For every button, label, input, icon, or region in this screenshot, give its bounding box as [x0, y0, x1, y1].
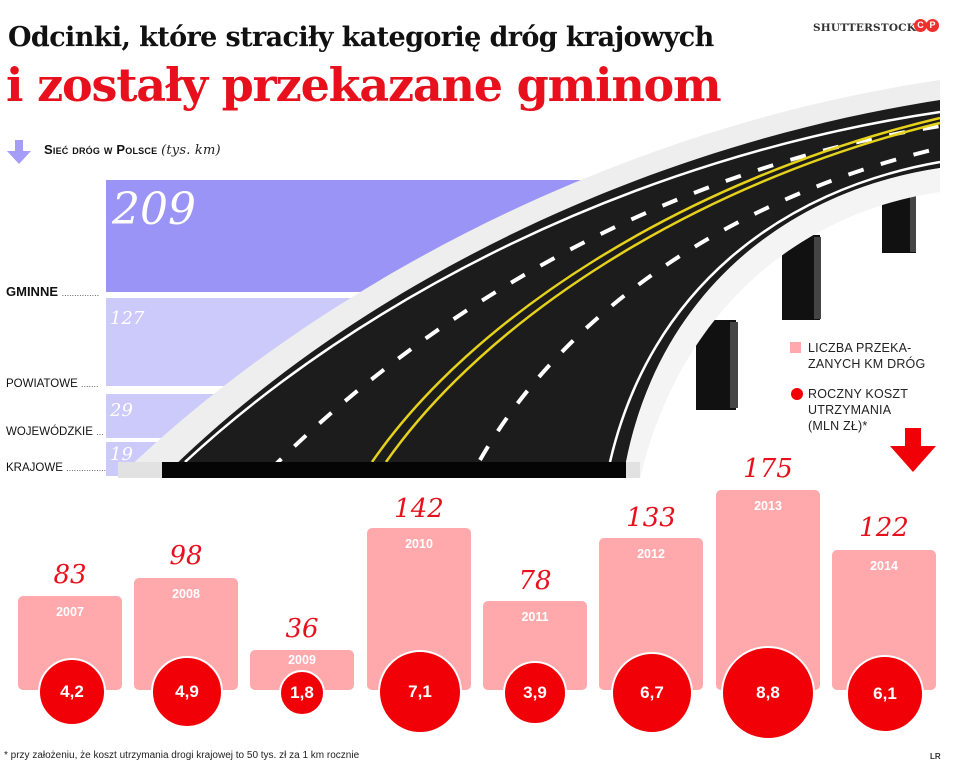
- arrow-down-red-icon: [890, 428, 936, 472]
- network-unit: (tys. km): [161, 143, 221, 158]
- year-2007: 2007: [56, 605, 84, 619]
- network-subtitle-text: Sieć dróg w Polsce: [44, 142, 158, 157]
- km-value-2008: 98: [169, 541, 203, 571]
- legend-cost-line1: ROCZNY KOSZT: [808, 387, 909, 401]
- cost-circle-2011: 3,9: [503, 661, 567, 725]
- km-value-2009: 36: [285, 614, 319, 644]
- value-wojewodzkie: 29: [110, 400, 133, 421]
- year-2012: 2012: [637, 547, 665, 561]
- label-powiatowe: POWIATOWE .......: [6, 378, 99, 390]
- year-2010: 2010: [405, 537, 433, 551]
- value-gminne: 209: [112, 184, 196, 235]
- year-2013: 2013: [754, 499, 782, 513]
- road-illustration: [118, 80, 941, 478]
- km-value-2010: 142: [394, 494, 444, 524]
- cost-circle-2009: 1,8: [279, 670, 325, 716]
- year-2014: 2014: [870, 559, 898, 573]
- km-value-2007: 83: [53, 560, 87, 590]
- year-2009: 2009: [288, 653, 316, 667]
- bar-2008: 2008: [134, 578, 238, 690]
- title-line-1: Odcinki, które straciły kategorię dróg k…: [8, 22, 714, 53]
- label-wojewodzkie: WOJEWÓDZKIE ...: [6, 426, 104, 438]
- footnote: * przy założeniu, że koszt utrzymania dr…: [4, 750, 360, 761]
- label-gminne: GMINNE ...............: [6, 284, 100, 299]
- label-krajowe: KRAJOWE ................: [6, 462, 107, 474]
- network-subtitle: Sieć dróg w Polsce (tys. km): [44, 142, 221, 158]
- year-2011: 2011: [521, 610, 549, 624]
- value-krajowe: 19: [110, 444, 133, 465]
- arrow-down-icon: [7, 140, 31, 164]
- value-powiatowe: 127: [110, 308, 145, 329]
- label-wojewodzkie-text: WOJEWÓDZKIE: [6, 426, 93, 438]
- km-value-2011: 78: [518, 566, 552, 596]
- cost-circle-2008: 4,9: [151, 656, 223, 728]
- legend-km-line1: LICZBA PRZEKA-: [808, 341, 912, 355]
- km-value-2014: 122: [859, 513, 909, 543]
- legend-cost-swatch: [791, 388, 803, 400]
- title-line-2: i zostały przekazane gminom: [6, 58, 722, 112]
- label-gminne-text: GMINNE: [6, 284, 58, 299]
- cost-circle-2012: 6,7: [611, 652, 693, 734]
- copyright-icon: C: [914, 19, 927, 32]
- legend-km-line2: ZANYCH KM DRÓG: [808, 357, 926, 371]
- cost-circle-2010: 7,1: [378, 650, 462, 734]
- legend-cost-line2: UTRZYMANIA: [808, 403, 892, 417]
- km-value-2012: 133: [626, 503, 676, 533]
- cost-circle-2007: 4,2: [38, 658, 106, 726]
- cost-circle-2013: 8,8: [721, 646, 815, 740]
- author-initials: LR: [930, 752, 941, 761]
- label-powiatowe-text: POWIATOWE: [6, 378, 78, 390]
- legend-cost-label: ROCZNY KOSZT UTRZYMANIA (MLN ZŁ)*: [808, 386, 908, 434]
- legend-cost-line3: (MLN ZŁ)*: [808, 419, 868, 433]
- cost-circle-2014: 6,1: [846, 655, 924, 733]
- km-value-2013: 175: [743, 454, 793, 484]
- legend-km-label: LICZBA PRZEKA- ZANYCH KM DRÓG: [808, 340, 925, 372]
- image-credit: SHUTTERSTOCK: [813, 22, 917, 34]
- publisher-icon: P: [926, 19, 939, 32]
- legend-km-swatch: [790, 342, 801, 353]
- label-krajowe-text: KRAJOWE: [6, 462, 63, 474]
- year-2008: 2008: [172, 587, 200, 601]
